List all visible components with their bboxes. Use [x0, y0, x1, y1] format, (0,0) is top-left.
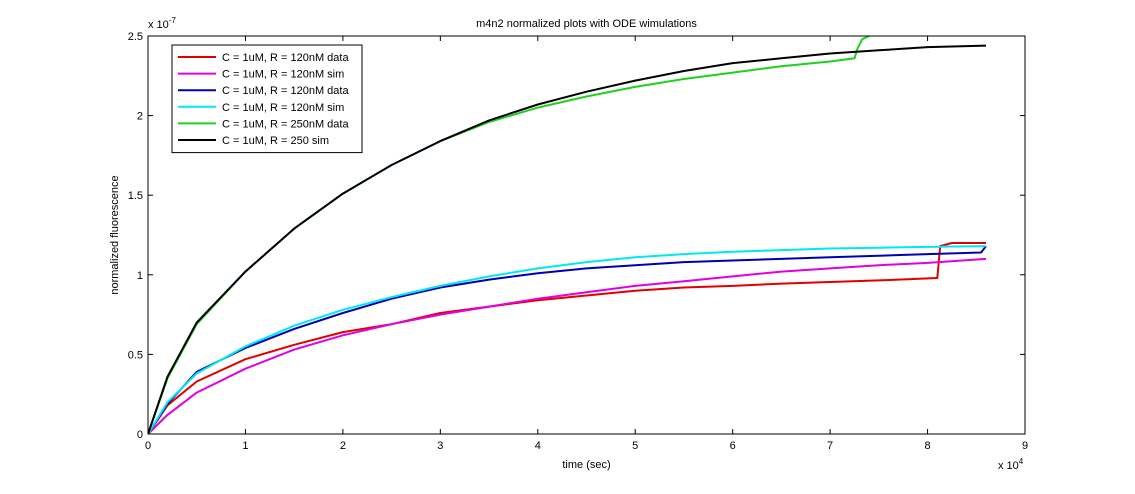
- chart-title: m4n2 normalized plots with ODE wimulatio…: [476, 18, 697, 30]
- axes-box: [147, 35, 1026, 435]
- legend-label-4: C = 1uM, R = 120nM sim: [222, 102, 344, 114]
- x-tick-label: 8: [924, 440, 930, 452]
- y-tick-label: 0.5: [128, 349, 143, 361]
- x-tick-label: 5: [632, 440, 638, 452]
- legend-label-3: C = 1uM, R = 120nM data: [222, 85, 349, 97]
- y-tick-label: 0: [137, 429, 143, 441]
- x-tick-label: 1: [242, 440, 248, 452]
- legend-label-6: C = 1uM, R = 250 sim: [222, 135, 329, 147]
- series-line-2: [148, 257, 987, 434]
- legend-label-5: C = 1uM, R = 250nM data: [222, 118, 349, 130]
- x-tick-label: 4: [535, 440, 541, 452]
- y-tick-label: 2: [137, 111, 143, 123]
- x-axis-multiplier: x 104: [998, 457, 1024, 472]
- series-line-3: [148, 245, 987, 434]
- y-tick-label: 2.5: [128, 31, 143, 43]
- y-axis-title: normalized fluorescence: [109, 175, 121, 294]
- ticks-layer: 0 1 2 3 4 5 6 7 8 9 0 0.5 1 1.5 2 2.5: [128, 31, 1028, 452]
- legend-box: [171, 44, 363, 154]
- x-tick-label: 3: [437, 440, 443, 452]
- x-multiplier-base: x 10: [998, 460, 1019, 472]
- series-layer: [148, 35, 987, 434]
- legend-label-1: C = 1uM, R = 120nM data: [222, 52, 349, 64]
- legend: C = 1uM, R = 120nM data C = 1uM, R = 120n…: [171, 44, 363, 154]
- series-line-4: [148, 245, 987, 434]
- y-tick-label: 1.5: [128, 190, 143, 202]
- y-multiplier-exponent: -7: [169, 16, 177, 25]
- y-axis-multiplier: x 10-7: [148, 16, 176, 31]
- x-tick-label: 6: [730, 440, 736, 452]
- x-tick-label: 0: [145, 440, 151, 452]
- x-axis-title: time (sec): [562, 459, 610, 471]
- y-multiplier-base: x 10: [148, 19, 169, 31]
- x-tick-label: 2: [340, 440, 346, 452]
- legend-label-2: C = 1uM, R = 120nM sim: [222, 69, 344, 81]
- series-line-6: [148, 44, 987, 434]
- series-line-1: [148, 242, 986, 434]
- x-multiplier-exponent: 4: [1019, 457, 1024, 466]
- x-tick-label: 7: [827, 440, 833, 452]
- x-tick-label: 9: [1022, 440, 1028, 452]
- y-tick-label: 1: [137, 270, 143, 282]
